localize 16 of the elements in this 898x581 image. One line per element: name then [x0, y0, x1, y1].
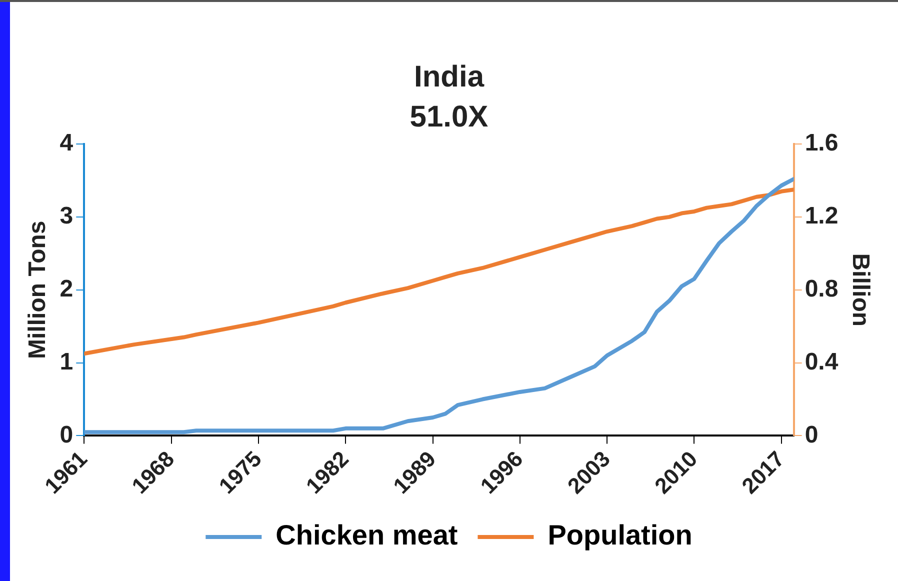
y2-tick-label: 0	[804, 421, 818, 448]
y-tick-label: 0	[60, 421, 74, 448]
legend-label: Population	[548, 520, 692, 551]
legend-label: Chicken meat	[276, 520, 458, 551]
y2-tick-label: 1.2	[804, 202, 838, 230]
y-tick-label: 3	[60, 202, 74, 230]
y-tick-label: 2	[60, 275, 74, 302]
chart-subtitle: 51.0X	[410, 100, 488, 134]
y2-tick-label: 0.4	[804, 348, 839, 376]
y2-tick-label: 1.6	[804, 130, 838, 157]
y2-tick-label: 0.8	[804, 275, 838, 302]
y-axis-title: Million Tons	[24, 220, 52, 359]
chart-title: India	[414, 60, 484, 94]
y-tick-label: 4	[60, 130, 74, 157]
y-tick-label: 1	[60, 348, 74, 376]
y2-axis-title: Billion	[846, 253, 874, 327]
